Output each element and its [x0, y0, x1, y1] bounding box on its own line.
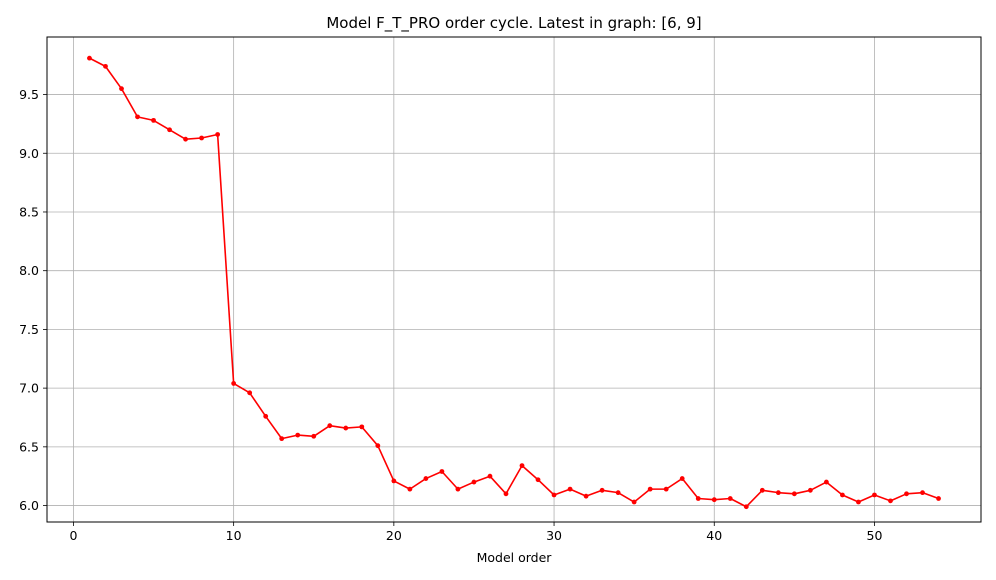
y-tick-label: 9.0 [19, 146, 39, 161]
data-point [631, 499, 637, 505]
y-tick-label: 7.5 [19, 322, 39, 337]
chart-title: Model F_T_PRO order cycle. Latest in gra… [326, 14, 701, 33]
data-point [247, 390, 253, 396]
data-point [343, 425, 349, 431]
data-point [407, 486, 413, 492]
data-point [279, 436, 285, 442]
data-point [423, 476, 429, 481]
data-point [711, 497, 717, 503]
data-point [215, 132, 221, 137]
data-point [519, 463, 525, 469]
x-tick-label: 40 [706, 528, 722, 543]
data-point [856, 499, 861, 505]
data-point [840, 492, 845, 498]
data-point [87, 55, 92, 61]
data-point [375, 443, 381, 449]
data-point [824, 479, 829, 485]
data-point [359, 424, 365, 430]
data-point [311, 433, 317, 439]
data-point [775, 490, 781, 496]
data-point [679, 476, 685, 481]
x-tick-label: 50 [867, 528, 883, 543]
data-point [936, 496, 941, 501]
data-point [791, 491, 797, 497]
data-point [391, 478, 397, 484]
data-point [455, 486, 461, 492]
data-point [727, 496, 733, 501]
data-point [647, 486, 653, 492]
x-tick-label: 10 [226, 528, 242, 543]
data-point [695, 496, 701, 501]
ticks: 0 10 20 30 40 50 6.0 6.5 7.0 7.5 8.0 8.5 9.0 9.5 [19, 87, 882, 543]
grid [47, 37, 981, 522]
data-point [119, 86, 124, 92]
data-point [551, 492, 557, 498]
y-tick-label: 6.0 [19, 498, 39, 513]
data-point [599, 487, 605, 493]
data-point [183, 136, 188, 142]
series-line [89, 57, 939, 508]
x-axis-label: Model order [477, 550, 553, 565]
data-point [872, 492, 877, 498]
x-tick-label: 0 [69, 528, 77, 543]
data-point [920, 490, 925, 496]
x-tick-label: 20 [386, 528, 402, 543]
y-tick-label: 8.5 [19, 204, 39, 219]
data-point [743, 504, 749, 510]
y-tick-label: 7.0 [19, 381, 39, 396]
data-point [295, 432, 301, 438]
x-tick-label: 30 [546, 528, 562, 543]
data-point [439, 469, 445, 474]
data-point [663, 486, 669, 492]
y-tick-label: 8.0 [19, 263, 39, 278]
data-point [327, 423, 333, 429]
data-point [231, 381, 237, 386]
plot-frame [46, 36, 982, 523]
data-point [807, 487, 813, 493]
data-point [904, 491, 909, 497]
data-point [503, 491, 509, 497]
data-point [263, 413, 269, 419]
data-point [167, 127, 172, 133]
data-point [888, 498, 893, 504]
data-point [583, 493, 589, 499]
data-point [199, 135, 204, 141]
data-point [471, 479, 477, 485]
data-point [567, 486, 573, 492]
data-point [535, 477, 541, 483]
data-point [487, 473, 493, 479]
data-point [615, 490, 621, 496]
y-tick-label: 6.5 [19, 439, 39, 454]
y-tick-label: 9.5 [19, 87, 39, 102]
data-point [151, 117, 156, 123]
data-point [135, 114, 140, 120]
data-point [759, 487, 765, 493]
series-layer [87, 55, 941, 510]
data-point [103, 63, 108, 69]
